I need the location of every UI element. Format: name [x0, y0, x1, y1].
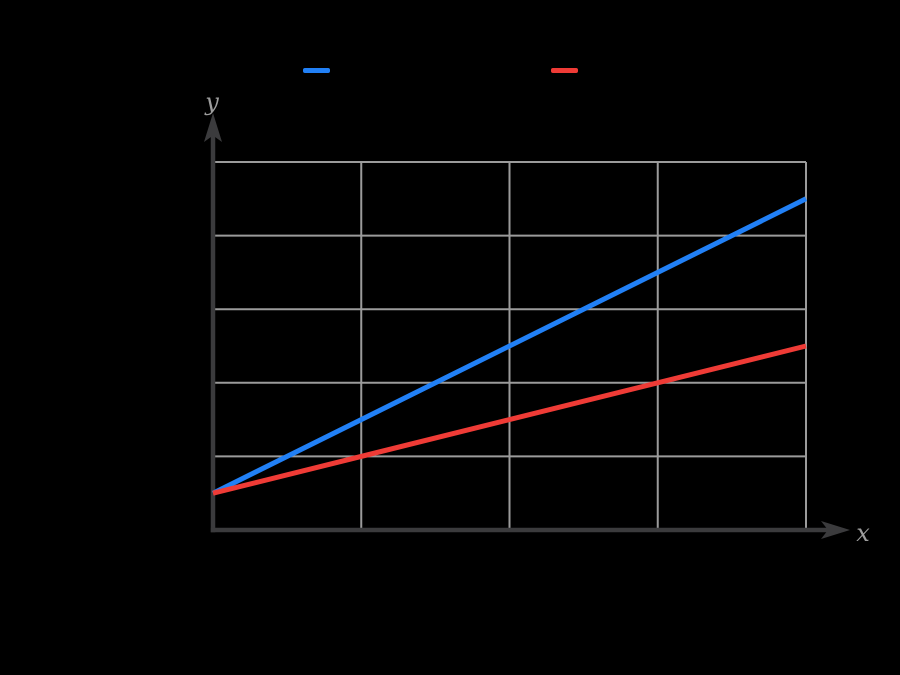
y-axis-label: y	[205, 88, 219, 116]
series-red-line	[212, 343, 807, 496]
legend-swatch-blue-line	[303, 68, 330, 73]
legend-item-blue	[303, 61, 339, 80]
x-axis-label: x	[856, 519, 870, 547]
legend-item-red	[551, 61, 587, 80]
y-axis-arrowhead	[204, 113, 222, 142]
legend-swatch-red-line	[551, 68, 578, 73]
series-blue-line	[211, 196, 808, 496]
x-axis-arrowhead	[821, 521, 850, 539]
